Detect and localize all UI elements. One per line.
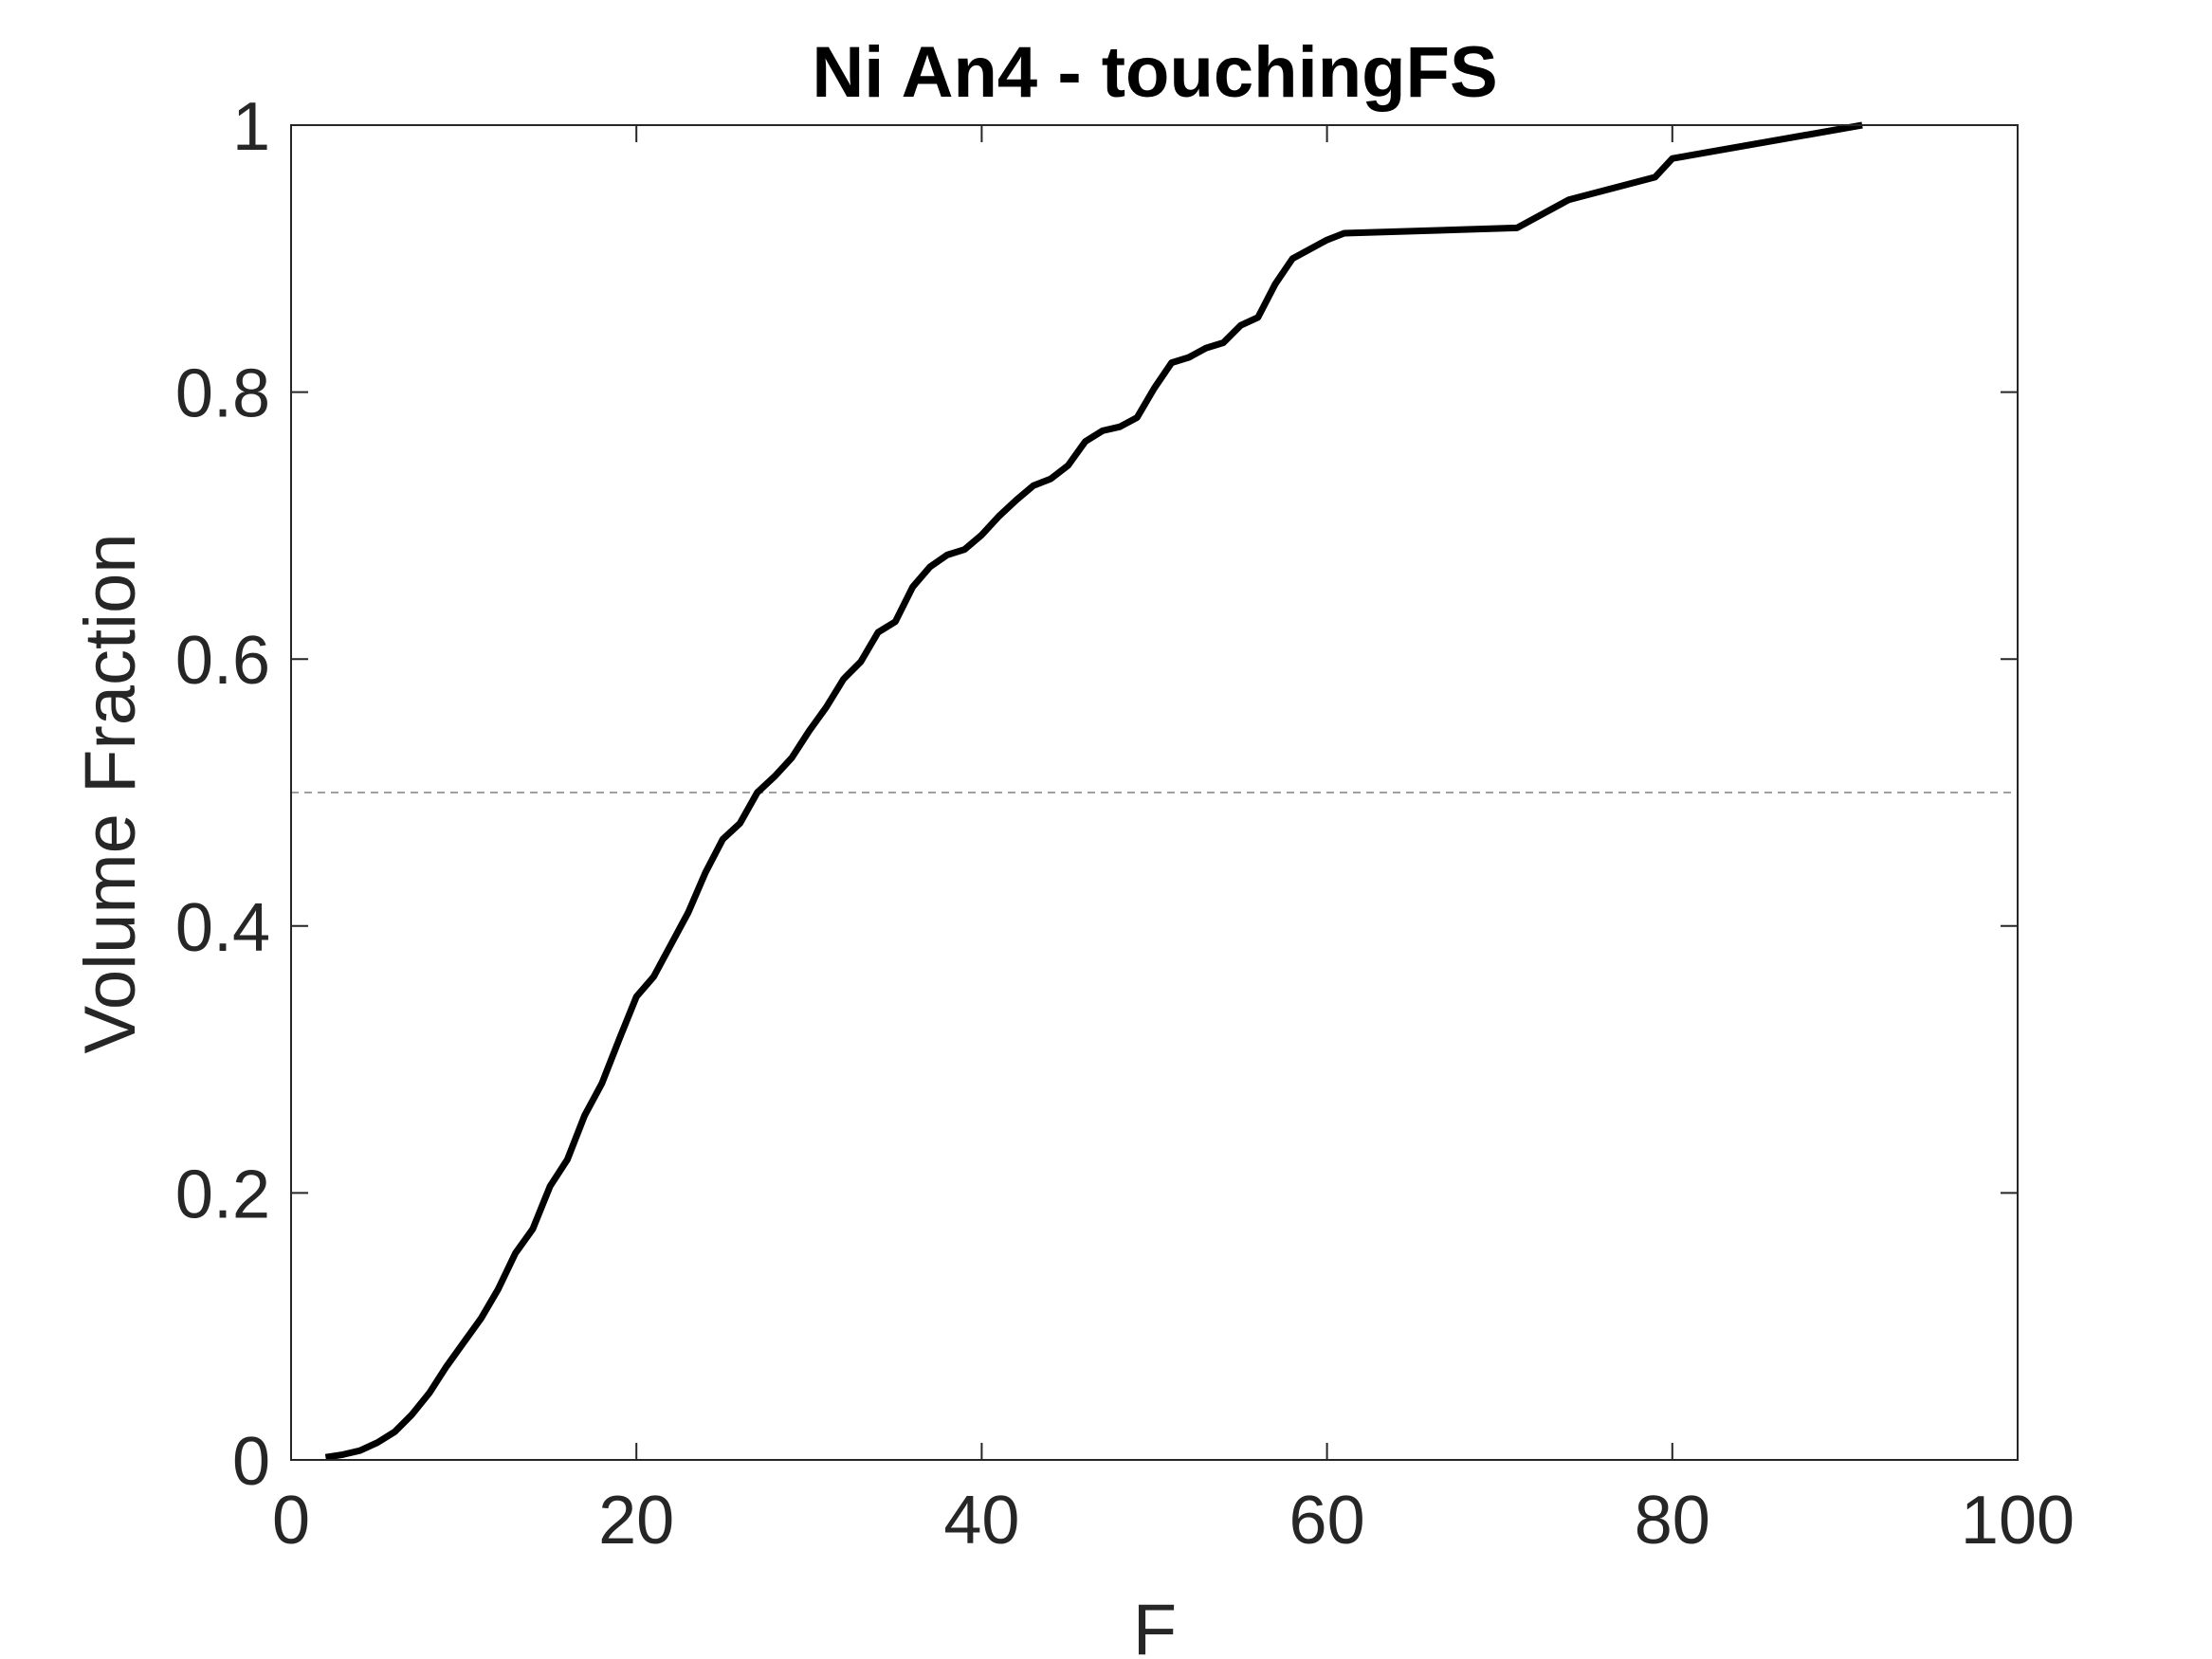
x-tick-label: 100	[1961, 1483, 2075, 1559]
series-line-0	[324, 121, 1863, 1461]
tick-marks	[290, 124, 2019, 1461]
y-axis-label: Volume Fraction	[70, 533, 151, 1053]
x-axis-label: F	[1133, 1590, 1177, 1659]
y-tick-label: 0	[232, 1424, 270, 1500]
x-tick-labels: 0 20 40 60 80 100	[272, 1483, 2075, 1559]
y-tick-label: 0.8	[175, 356, 270, 432]
y-tick-label: 0.4	[175, 890, 270, 966]
series-layer	[324, 121, 1863, 1461]
y-tick-labels: 0 0.2 0.4 0.6 0.8 1	[175, 89, 270, 1500]
y-tick-label: 0.6	[175, 623, 270, 699]
y-tick-label: 1	[232, 89, 270, 165]
x-tick-label: 40	[943, 1483, 1019, 1559]
y-tick-label: 0.2	[175, 1157, 270, 1232]
x-tick-label: 60	[1289, 1483, 1365, 1559]
plot-area-frame	[290, 124, 2019, 1461]
x-tick-label: 80	[1635, 1483, 1710, 1559]
x-tick-label: 0	[272, 1483, 310, 1559]
chart-title: Ni An4 - touchingFS	[812, 32, 1497, 113]
x-tick-label: 20	[598, 1483, 674, 1559]
